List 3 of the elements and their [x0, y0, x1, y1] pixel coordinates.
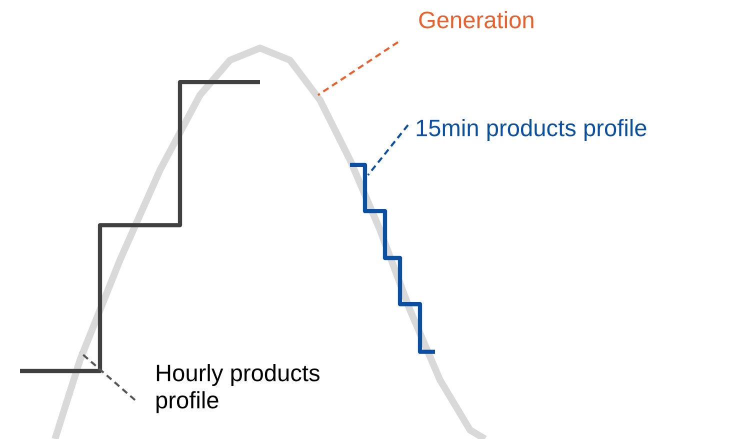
text: Generation — [419, 10, 534, 28]
annotation: 15min products profile — [416, 118, 646, 142]
annotation: Hourly products profile — [156, 364, 320, 414]
